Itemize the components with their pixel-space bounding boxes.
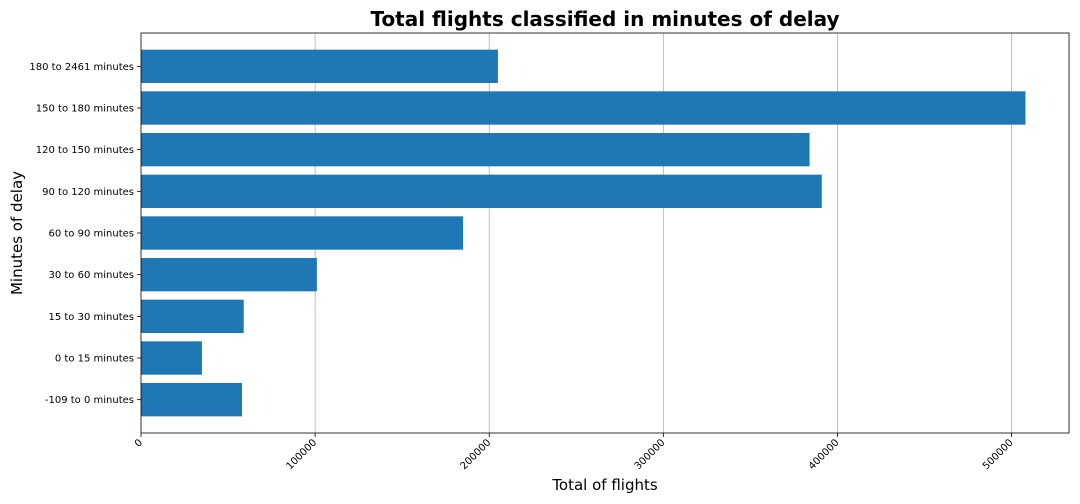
- xtick-label-4: 400000: [807, 437, 842, 472]
- bar-5: [141, 174, 822, 208]
- xtick-label-3: 300000: [633, 437, 668, 472]
- bar-2: [141, 299, 244, 333]
- bar-4: [141, 216, 464, 250]
- y-axis-label: Minutes of delay: [8, 171, 26, 295]
- xtick-label-5: 500000: [981, 437, 1016, 472]
- ytick-label-0: -109 to 0 minutes: [45, 395, 134, 406]
- xtick-label-2: 200000: [459, 437, 494, 472]
- ytick-label-2: 15 to 30 minutes: [48, 312, 134, 323]
- xtick-label-0: 0: [133, 437, 145, 449]
- bars: [141, 49, 1026, 417]
- bar-1: [141, 341, 202, 375]
- x-axis-label: Total of flights: [551, 476, 658, 494]
- ytick-label-8: 180 to 2461 minutes: [29, 62, 134, 73]
- ytick-label-1: 0 to 15 minutes: [55, 354, 134, 365]
- chart-title: Total flights classified in minutes of d…: [370, 7, 839, 31]
- ytick-label-5: 90 to 120 minutes: [42, 187, 134, 198]
- ytick-label-6: 120 to 150 minutes: [36, 145, 134, 156]
- bar-8: [141, 49, 498, 83]
- x-ticks: 0 100000 200000 300000 400000 500000: [133, 433, 1016, 472]
- bar-7: [141, 91, 1026, 125]
- ytick-label-7: 150 to 180 minutes: [36, 104, 134, 115]
- bar-3: [141, 258, 317, 292]
- bar-0: [141, 383, 242, 417]
- ytick-label-4: 60 to 90 minutes: [48, 229, 134, 240]
- bar-6: [141, 133, 810, 167]
- y-ticks: -109 to 0 minutes 0 to 15 minutes 15 to 30…: [29, 62, 141, 406]
- ytick-label-3: 30 to 60 minutes: [48, 270, 134, 281]
- xtick-label-1: 100000: [284, 437, 319, 472]
